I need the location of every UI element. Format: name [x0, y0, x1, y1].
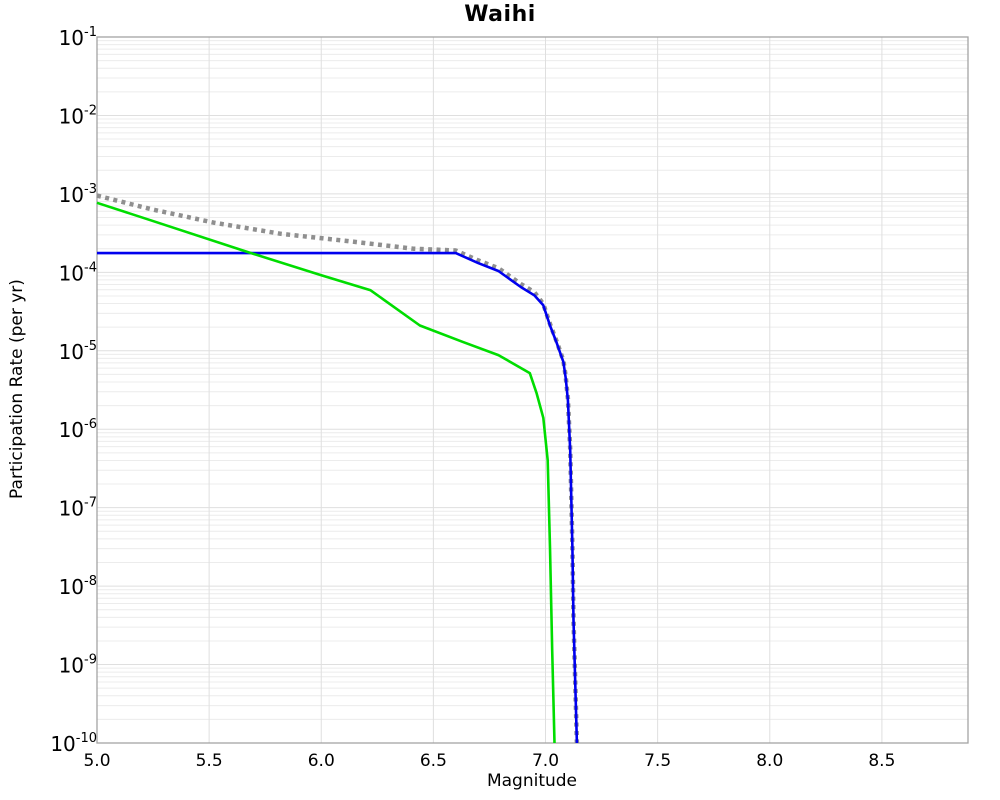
y-tick-label: 10-1: [59, 25, 97, 50]
y-tick-label: 10-7: [59, 496, 97, 521]
x-tick-label: 6.0: [308, 751, 335, 771]
y-tick-label: 10-5: [59, 339, 97, 364]
series-total-dotted-gray: [96, 193, 580, 744]
y-tick-label: 10-10: [50, 731, 97, 756]
x-tick-label: 6.5: [420, 751, 447, 771]
y-tick-label: 10-8: [59, 574, 97, 599]
y-tick-label: 10-3: [59, 182, 97, 207]
y-tick-label: 10-2: [59, 103, 97, 128]
x-tick-label: 5.5: [196, 751, 223, 771]
plot-border: [96, 36, 969, 744]
x-tick-label: 8.5: [868, 751, 895, 771]
x-tick-label: 5.0: [83, 751, 110, 771]
chart-title: Waihi: [464, 2, 536, 27]
x-tick-label: 7.5: [644, 751, 671, 771]
series-blue-solid: [97, 251, 579, 744]
y-tick-label: 10-6: [59, 417, 97, 442]
x-tick-label: 8.0: [756, 751, 783, 771]
x-tick-label: 7.0: [532, 751, 559, 771]
y-tick-label: 10-9: [59, 653, 97, 678]
x-axis-title: Magnitude: [486, 771, 578, 791]
y-tick-label: 10-4: [59, 260, 97, 285]
y-axis-title: Participation Rate (per yr): [7, 279, 27, 499]
series-green-solid: [96, 201, 556, 744]
